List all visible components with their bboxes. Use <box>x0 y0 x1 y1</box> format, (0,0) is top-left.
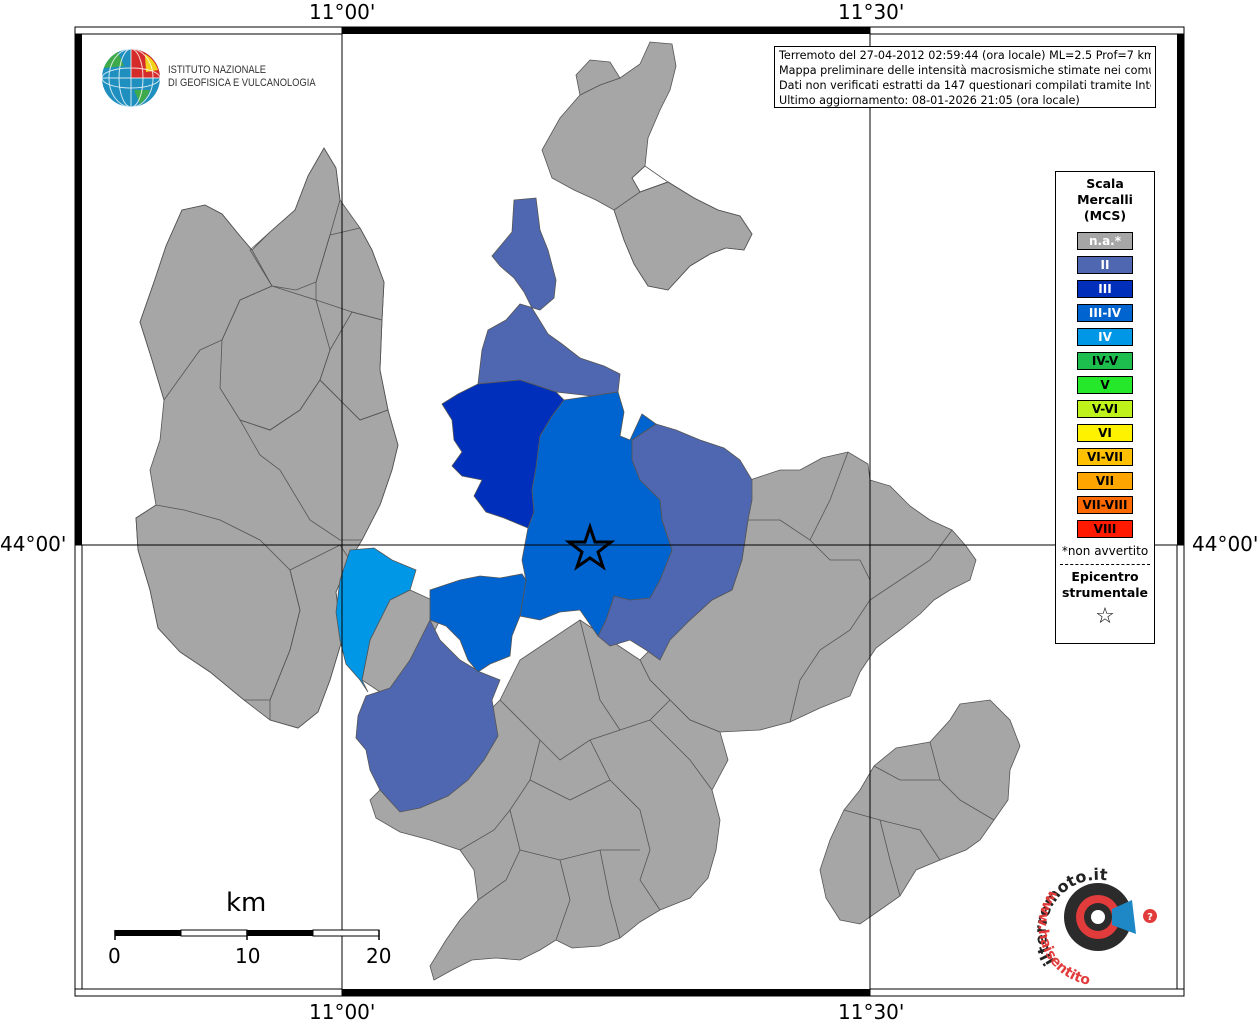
legend-separator <box>1060 564 1150 565</box>
legend-title: Scala Mercalli (MCS) <box>1056 176 1154 224</box>
intensity-IV-municipalities <box>335 547 417 693</box>
frame-bar-right <box>1177 34 1184 545</box>
ingv-logo-text: ISTITUTO NAZIONALE DI GEOFISICA E VULCAN… <box>168 64 316 90</box>
ingv-line2: DI GEOFISICA E VULCANOLOGIA <box>168 77 316 89</box>
legend-epi-line1: Epicentro <box>1071 569 1139 584</box>
frame-bar-left <box>75 34 82 545</box>
intensity-III-IV-municipalities <box>429 391 673 673</box>
epicenter-star-icon <box>564 522 616 571</box>
na-municipalities <box>135 41 1021 981</box>
lat-label-left-44-00: 44°00' <box>0 532 67 556</box>
mcs-legend: Scala Mercalli (MCS) n.a.* II III III-IV IV I… <box>1055 171 1155 644</box>
ingv-logo-icon <box>101 48 161 108</box>
lat-label-right-44-00: 44°00' <box>1192 532 1257 556</box>
info-line1: Terremoto del 27-04-2012 02:59:44 (ora l… <box>779 49 1151 62</box>
event-info-box: Terremoto del 27-04-2012 02:59:44 (ora l… <box>774 46 1156 108</box>
legend-swatch-item: IV <box>1077 328 1133 346</box>
info-line4: Ultimo aggiornamento: 08-01-2026 21:05 (… <box>779 94 1080 107</box>
legend-swatch-item: IV-V <box>1077 352 1133 370</box>
legend-swatch-item: V-VI <box>1077 400 1133 418</box>
frame-bar-top <box>342 27 870 34</box>
legend-title-line3: (MCS) <box>1083 208 1127 223</box>
legend-epi-line2: strumentale <box>1061 585 1149 600</box>
lon-label-bottom-11-00: 11°00' <box>309 1000 376 1024</box>
legend-title-line2: Mercalli <box>1077 192 1133 207</box>
scale-tick-10: 10 <box>235 944 261 968</box>
legend-swatch-item: VI-VII <box>1077 448 1133 466</box>
lon-label-top-11-00: 11°00' <box>309 0 376 24</box>
legend-swatch-item: VII-VIII <box>1077 496 1133 514</box>
ingv-line1: ISTITUTO NAZIONALE <box>168 64 267 76</box>
legend-swatch-item: V <box>1077 376 1133 394</box>
scale-unit-label: km <box>226 888 267 918</box>
legend-swatch-item: III <box>1077 280 1133 298</box>
legend-swatch-item: n.a.* <box>1077 232 1133 250</box>
legend-title-line1: Scala <box>1086 176 1124 191</box>
legend-swatch-item: VII <box>1077 472 1133 490</box>
svg-text:?: ? <box>1147 912 1153 923</box>
info-line3: Dati non verificati estratti da 147 ques… <box>779 79 1151 92</box>
legend-swatch-item: III-IV <box>1077 304 1133 322</box>
scale-bar <box>114 929 380 940</box>
lon-label-bottom-11-30: 11°30' <box>838 1000 905 1024</box>
legend-star-icon: ☆ <box>1095 604 1115 629</box>
legend-note: *non avvertito <box>1061 544 1149 558</box>
intensity-II-municipalities <box>355 197 753 813</box>
frame-bar-bottom <box>342 989 870 996</box>
legend-swatch-item: VI <box>1077 424 1133 442</box>
lon-label-top-11-30: 11°30' <box>838 0 905 24</box>
scale-tick-0: 0 <box>108 944 121 968</box>
scale-tick-20: 20 <box>366 944 392 968</box>
legend-swatch-item: II <box>1077 256 1133 274</box>
legend-swatches: n.a.* II III III-IV IV IV-V V V-VI VI VI-VII VII VI… <box>1056 232 1154 538</box>
legend-epicenter-label: Epicentro strumentale <box>1056 569 1154 601</box>
info-line2: Mappa preliminare delle intensità macros… <box>779 64 1151 77</box>
legend-swatch-item: VIII <box>1077 520 1133 538</box>
